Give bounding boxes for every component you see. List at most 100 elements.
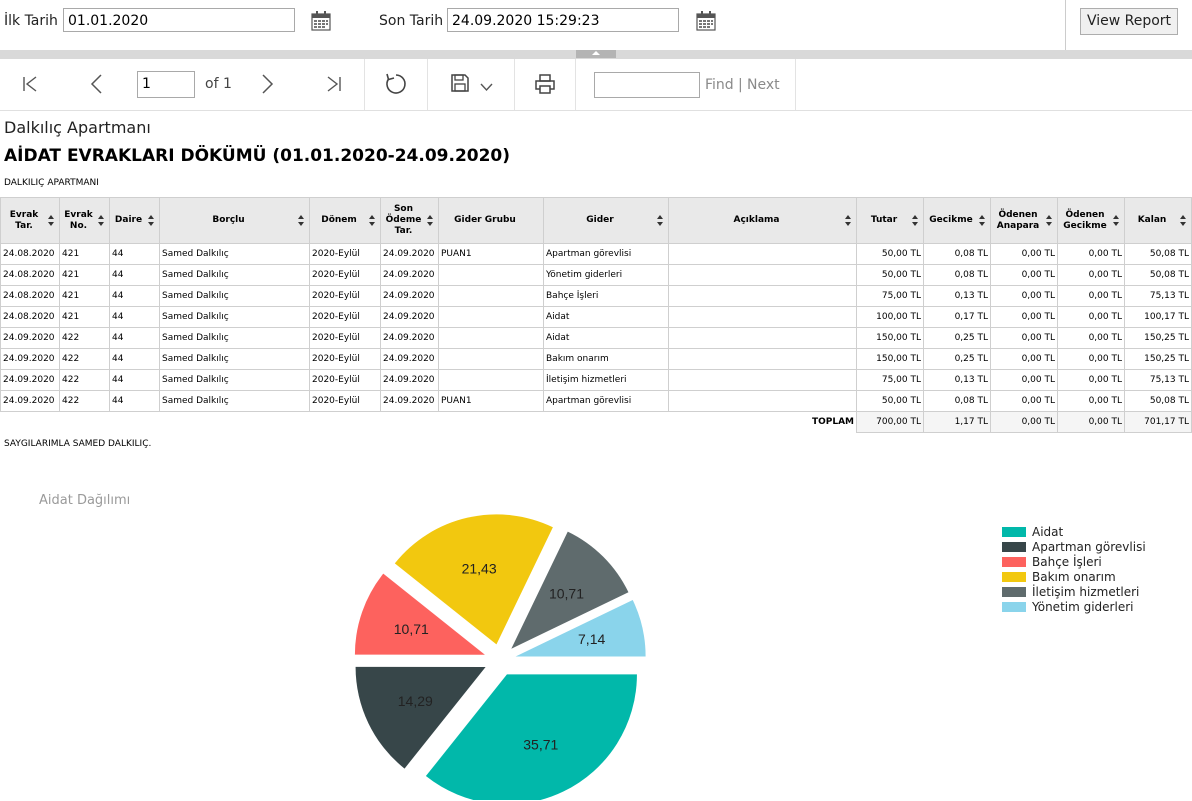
previous-page-icon[interactable] (89, 74, 103, 94)
table-cell: Yönetim giderleri (543, 264, 669, 286)
divider (795, 59, 796, 110)
column-header[interactable]: Evrak Tar. (0, 197, 60, 244)
table-cell: Apartman görevlisi (543, 390, 669, 412)
sort-icon[interactable] (48, 214, 55, 227)
column-header[interactable]: Gider (543, 197, 669, 244)
table-cell: 44 (109, 285, 160, 307)
pie-slice[interactable] (511, 531, 629, 649)
table-cell: 24.08.2020 (0, 306, 60, 328)
sort-icon[interactable] (98, 214, 105, 227)
legend-label: Aidat (1032, 525, 1064, 539)
sort-icon[interactable] (979, 214, 986, 227)
find-next-button[interactable]: Next (747, 77, 780, 93)
print-icon[interactable] (534, 73, 556, 95)
sort-icon[interactable] (1180, 214, 1187, 227)
table-cell (438, 306, 544, 328)
chevron-down-icon[interactable] (480, 83, 493, 92)
page-number-input[interactable]: 1 (137, 71, 195, 98)
total-cell: 1,17 TL (923, 411, 991, 433)
column-header-label: Daire (114, 215, 143, 225)
closing-note: SAYGILARIMLA SAMED DALKILIÇ. (4, 439, 152, 449)
table-cell: 0,08 TL (923, 264, 991, 286)
column-header[interactable]: Ödenen Anapara (990, 197, 1058, 244)
column-header[interactable]: Dönem (309, 197, 381, 244)
pie-slice[interactable] (425, 674, 637, 800)
column-header[interactable]: Kalan (1124, 197, 1192, 244)
table-cell: 2020-Eylül (309, 348, 381, 370)
table-cell: 0,13 TL (923, 369, 991, 391)
table-cell (438, 348, 544, 370)
column-header[interactable]: Gecikme (923, 197, 991, 244)
column-header[interactable]: Evrak No. (59, 197, 110, 244)
column-header[interactable]: Son Ödeme Tar. (380, 197, 439, 244)
refresh-icon[interactable] (384, 72, 408, 96)
table-cell: 2020-Eylül (309, 264, 381, 286)
column-header[interactable]: Borçlu (159, 197, 310, 244)
pie-slice[interactable] (355, 666, 486, 769)
column-header-label: Tutar (870, 215, 898, 225)
sort-icon[interactable] (148, 214, 155, 227)
sort-icon[interactable] (845, 214, 852, 227)
table-cell: 0,25 TL (923, 348, 991, 370)
table-cell (668, 348, 857, 370)
sort-icon[interactable] (1113, 214, 1120, 227)
table-cell: 0,00 TL (990, 306, 1058, 328)
find-button[interactable]: Find (705, 77, 734, 93)
table-cell: 24.09.2020 (380, 390, 439, 412)
last-page-icon[interactable] (326, 76, 342, 92)
table-row: 24.09.2020 422 44 Samed Dalkılıç 2020-Eylül 2… (0, 327, 1192, 349)
table-cell: 2020-Eylül (309, 285, 381, 307)
column-header[interactable]: Açıklama (668, 197, 857, 244)
parameter-bar: İlk Tarih 01.01.2020 Son Tarih 24.09.202… (0, 0, 1192, 50)
total-row: TOPLAM 700,00 TL 1,17 TL 0,00 TL 0,00 TL 701,… (0, 411, 1192, 433)
legend-swatch (1002, 557, 1026, 567)
next-page-icon[interactable] (261, 74, 275, 94)
sort-icon[interactable] (1046, 214, 1053, 227)
sort-icon[interactable] (427, 214, 434, 227)
sort-icon[interactable] (298, 214, 305, 227)
table-cell: 100,17 TL (1124, 306, 1192, 328)
total-cell: 0,00 TL (1057, 411, 1125, 433)
table-cell: 44 (109, 369, 160, 391)
pie-slice[interactable] (354, 573, 485, 655)
first-page-icon[interactable] (22, 76, 38, 92)
legend-swatch (1002, 527, 1026, 537)
legend-label: Bahçe İşleri (1032, 555, 1102, 569)
column-header[interactable]: Daire (109, 197, 160, 244)
table-cell: 0,00 TL (1057, 243, 1125, 265)
column-header-label: Kalan (1137, 215, 1167, 225)
pie-slice[interactable] (394, 514, 553, 645)
calendar-icon[interactable] (696, 11, 716, 31)
table-cell: İletişim hizmetleri (543, 369, 669, 391)
table-cell: 421 (59, 306, 110, 328)
column-header-label: Ödenen Anapara (996, 209, 1040, 231)
collapse-parameters-handle[interactable] (576, 50, 616, 58)
table-cell: 50,00 TL (856, 264, 924, 286)
view-report-button[interactable]: View Report (1080, 8, 1178, 35)
table-cell: Samed Dalkılıç (159, 390, 310, 412)
table-cell: 0,08 TL (923, 243, 991, 265)
pie-slice[interactable] (515, 600, 646, 657)
column-header[interactable]: Ödenen Gecikme (1057, 197, 1125, 244)
end-date-input[interactable]: 24.09.2020 15:29:23 (447, 8, 679, 32)
calendar-icon[interactable] (311, 11, 331, 31)
table-cell: 0,00 TL (1057, 369, 1125, 391)
sort-icon[interactable] (369, 214, 376, 227)
sort-icon[interactable] (657, 214, 664, 227)
table-cell: Samed Dalkılıç (159, 348, 310, 370)
find-input[interactable] (594, 72, 700, 98)
table-cell: 50,00 TL (856, 243, 924, 265)
divider (427, 59, 428, 110)
table-cell: PUAN1 (438, 243, 544, 265)
column-header-label: Evrak Tar. (9, 209, 39, 231)
total-cell: 700,00 TL (856, 411, 924, 433)
table-cell: Samed Dalkılıç (159, 327, 310, 349)
start-date-input[interactable]: 01.01.2020 (63, 8, 295, 32)
table-cell: 422 (59, 390, 110, 412)
sort-icon[interactable] (912, 214, 919, 227)
column-header[interactable]: Tutar (856, 197, 924, 244)
divider (514, 59, 515, 110)
table-cell: Aidat (543, 306, 669, 328)
table-cell: 0,00 TL (1057, 327, 1125, 349)
save-icon[interactable] (450, 73, 470, 93)
